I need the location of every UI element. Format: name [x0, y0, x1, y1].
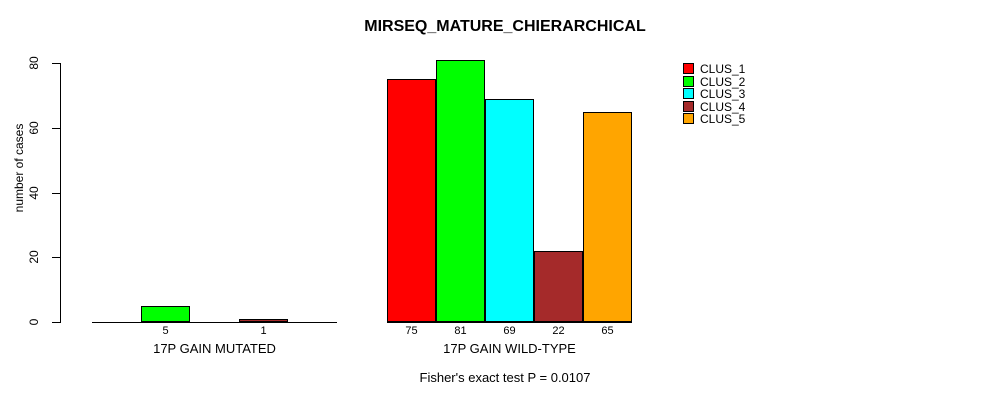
bar-clus_3-group2 — [485, 99, 534, 322]
legend-swatch-clus_3 — [683, 88, 694, 99]
y-axis-tick — [52, 128, 61, 129]
legend-swatch-clus_4 — [683, 101, 694, 112]
bar-clus_4-group2 — [534, 251, 583, 322]
y-tick-label: 60 — [27, 121, 41, 135]
chart-title: MIRSEQ_MATURE_CHIERARCHICAL — [364, 18, 646, 35]
zero-baseline — [387, 322, 632, 323]
legend-label-clus_2: CLUS_2 — [700, 75, 746, 89]
y-axis-tick — [52, 63, 61, 64]
y-tick-label: 40 — [27, 186, 41, 200]
bar-clus_4-group1 — [239, 319, 288, 322]
bar-clus_1-group2 — [387, 79, 436, 322]
bar-value-label: 5 — [162, 325, 169, 337]
group-label: 17P GAIN WILD-TYPE — [443, 341, 576, 356]
legend-swatch-clus_1 — [683, 63, 694, 74]
bar-value-label: 69 — [503, 325, 516, 337]
legend-label-clus_4: CLUS_4 — [700, 100, 746, 114]
bar-clus_2-group2 — [436, 60, 485, 322]
y-axis-tick — [52, 322, 61, 323]
legend-swatch-clus_5 — [683, 113, 694, 124]
zero-baseline — [92, 322, 337, 323]
y-tick-label: 20 — [27, 250, 41, 264]
legend-swatch-clus_2 — [683, 76, 694, 87]
y-tick-label: 80 — [27, 56, 41, 70]
y-axis-tick — [52, 193, 61, 194]
legend-label-clus_1: CLUS_1 — [700, 62, 746, 76]
legend-label-clus_5: CLUS_5 — [700, 112, 746, 126]
group-label: 17P GAIN MUTATED — [153, 341, 276, 356]
y-axis-tick — [52, 257, 61, 258]
bar-value-label: 1 — [260, 325, 267, 337]
bar-value-label: 81 — [454, 325, 467, 337]
y-tick-label: 0 — [27, 318, 41, 326]
bar-value-label: 65 — [601, 325, 614, 337]
y-axis-label: number of cases — [12, 123, 26, 213]
bar-clus_2-group1 — [141, 306, 190, 322]
bar-clus_5-group2 — [583, 112, 632, 322]
legend-label-clus_3: CLUS_3 — [700, 87, 746, 101]
bar-value-label: 75 — [405, 325, 418, 337]
bar-value-label: 22 — [552, 325, 565, 337]
fisher-test-annotation: Fisher's exact test P = 0.0107 — [419, 370, 591, 385]
